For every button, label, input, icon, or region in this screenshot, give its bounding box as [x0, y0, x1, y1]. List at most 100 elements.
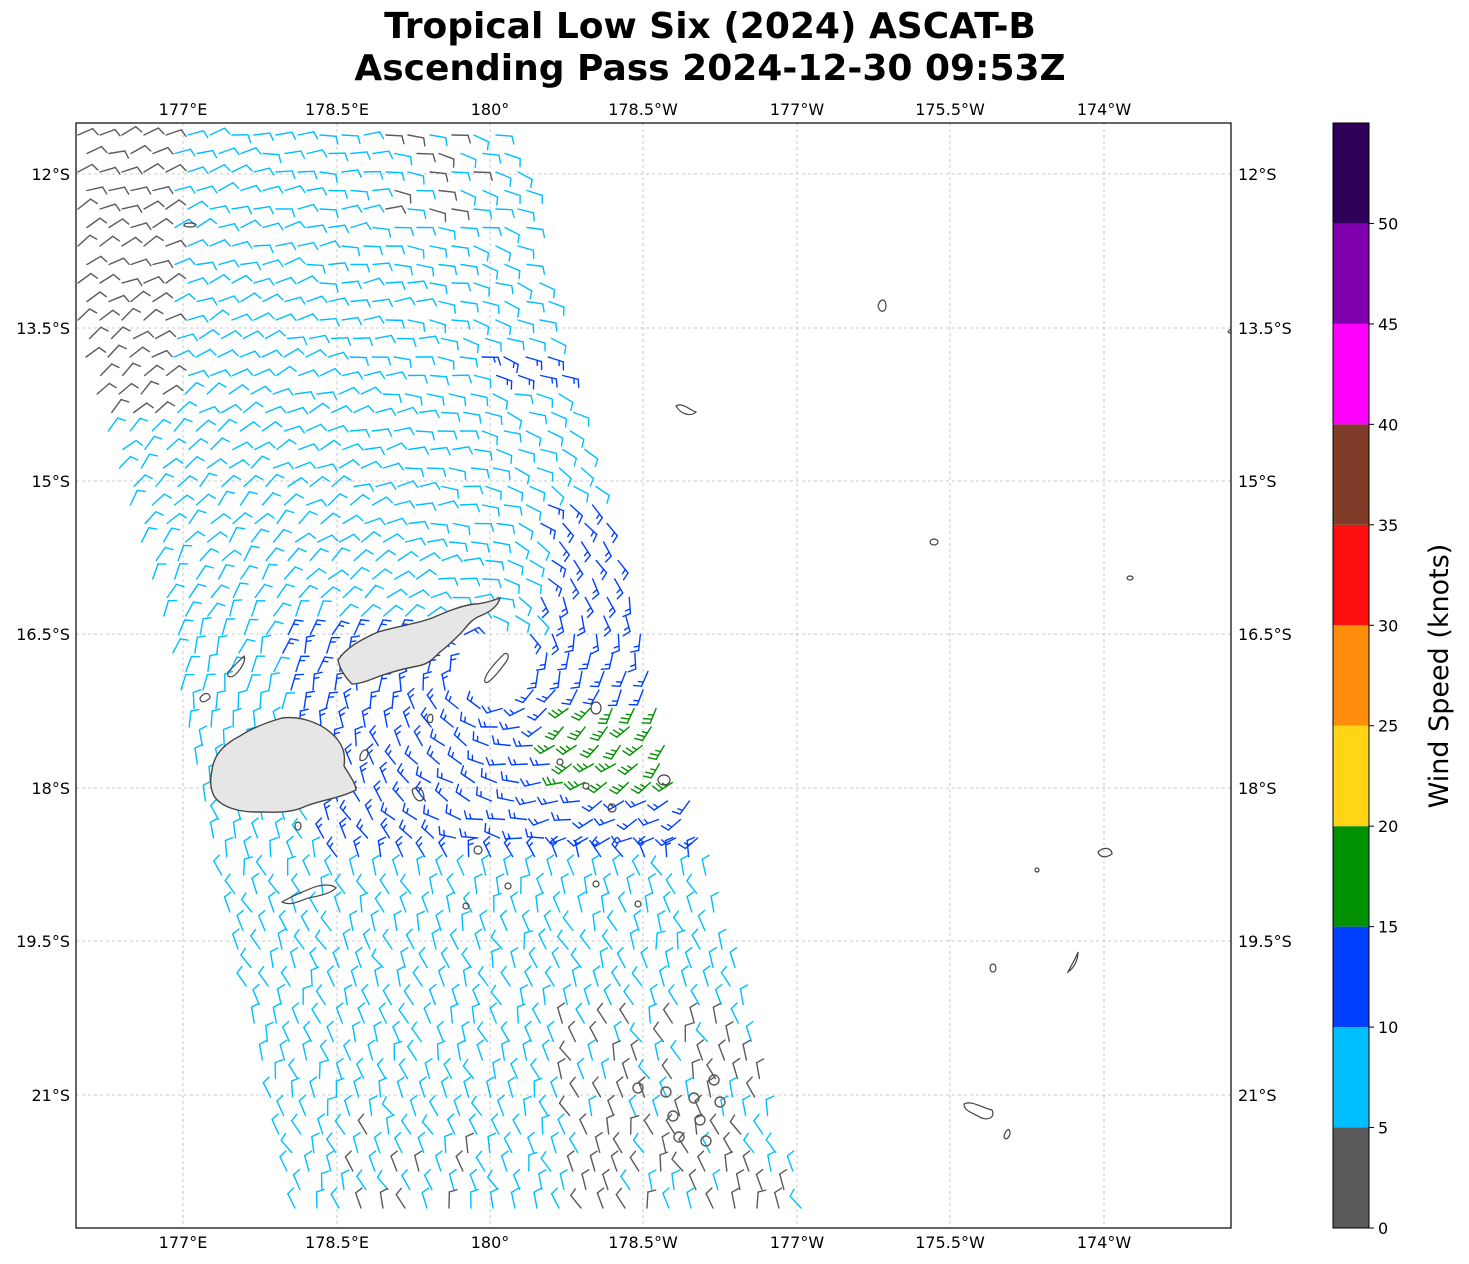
wind-barb-staff [473, 319, 490, 328]
wind-barb-staff [596, 1008, 607, 1024]
wind-barb-flag [375, 786, 381, 792]
wind-barb-staff [646, 1191, 649, 1209]
wind-barb-staff [152, 292, 168, 303]
wind-barb-flag [603, 803, 611, 811]
wind-barb-staff [680, 969, 687, 987]
wind-barb-flag [328, 691, 339, 694]
wind-barb-flag [576, 1057, 585, 1065]
wind-barb-flag [503, 836, 511, 844]
wind-barb-staff [504, 152, 521, 160]
wind-barb-flag [483, 721, 487, 728]
wind-barb-staff [580, 541, 591, 557]
wind-barb-flag [596, 513, 601, 519]
wind-barb-staff [331, 620, 342, 636]
wind-barb-flag [563, 554, 570, 563]
wind-barb-staff [375, 549, 390, 562]
wind-barb-flag [136, 166, 143, 175]
wind-barb-staff [688, 1174, 697, 1191]
wind-barb-flag [382, 823, 388, 829]
wind-barb-staff [569, 1082, 580, 1098]
wind-barb-staff [309, 952, 318, 969]
wind-barb-staff [108, 150, 126, 155]
wind-barb-flag [545, 552, 551, 561]
wind-barb-flag [544, 836, 552, 845]
wind-barb-staff [326, 842, 338, 858]
wind-barb-flag [302, 1039, 311, 1046]
wind-barb-staff [276, 583, 288, 599]
wind-barb-flag [483, 835, 491, 843]
wind-barb-staff [655, 744, 665, 761]
wind-barb-flag [399, 873, 406, 882]
wind-barb-flag [134, 125, 143, 133]
wind-barb-flag [198, 725, 208, 731]
wind-barb-staff [287, 1192, 296, 1209]
wind-barb-staff [284, 566, 296, 580]
wind-barb-staff [546, 1025, 555, 1043]
wind-barb-flag [343, 297, 350, 306]
wind-barb-flag [623, 984, 630, 993]
wind-barb-staff [290, 951, 296, 969]
wind-barb-staff [319, 208, 337, 211]
wind-barb-staff [232, 441, 248, 451]
wind-barb-flag [401, 245, 406, 255]
wind-barb-staff [302, 1043, 308, 1061]
wind-barb-flag [120, 398, 130, 403]
wind-barb-flag [285, 583, 295, 588]
wind-barb-staff [308, 334, 326, 340]
wind-barb-staff [206, 458, 222, 469]
wind-barb-staff [350, 151, 368, 155]
wind-barb-staff [393, 356, 411, 361]
wind-barb-staff [107, 344, 120, 358]
wind-barb-flag [592, 965, 601, 972]
wind-barb-flag [489, 378, 492, 388]
wind-barb-flag [613, 645, 620, 649]
wind-barb-staff [755, 1062, 761, 1080]
wind-barb-flag [148, 527, 158, 530]
wind-barb-staff [470, 541, 489, 545]
wind-barb-flag [332, 391, 338, 400]
wind-barb-staff [210, 437, 223, 451]
wind-barb-flag [353, 835, 362, 842]
wind-barb-staff [144, 435, 155, 451]
wind-barb-staff [327, 351, 345, 358]
wind-barb-flag [335, 173, 338, 183]
wind-barb-staff [250, 385, 266, 395]
wind-barb-staff [130, 290, 145, 303]
wind-barb-flag [233, 259, 240, 268]
wind-barb-flag [279, 405, 287, 414]
wind-barb-flag [569, 1076, 576, 1085]
wind-barb-staff [320, 586, 334, 599]
wind-barb-flag [616, 946, 624, 955]
wind-barb-staff [466, 698, 481, 710]
wind-barb-flag [207, 419, 216, 426]
wind-barb-flag [491, 813, 494, 820]
wind-barb-staff [282, 1026, 291, 1043]
wind-barb-flag [91, 163, 99, 171]
wind-barb-flag [501, 561, 505, 571]
wind-barb-staff [252, 710, 256, 728]
wind-barb-staff [709, 1119, 720, 1135]
wind-barb-staff [691, 934, 701, 950]
wind-barb-flag [510, 454, 513, 465]
wind-barb-flag [511, 135, 515, 145]
wind-barb-staff [447, 1118, 456, 1135]
wind-barb-flag [522, 1039, 531, 1046]
wind-barb-flag [607, 1094, 615, 1102]
wind-barb-staff [174, 185, 192, 192]
wind-barb-flag [600, 891, 610, 897]
wind-barb-staff [328, 262, 346, 266]
wind-barb-flag [464, 770, 467, 777]
wind-barb-staff [251, 600, 258, 617]
wind-barb-flag [568, 1132, 576, 1140]
wind-barb-flag [594, 1131, 603, 1138]
wind-barb-flag [473, 196, 477, 206]
wind-barb-staff [463, 557, 481, 562]
wind-barb-flag [326, 1020, 334, 1028]
wind-barb-flag [618, 784, 624, 789]
wind-barb-flag [741, 1095, 751, 1101]
wind-barb-flag [735, 1169, 745, 1175]
wind-barb-staff [472, 739, 489, 747]
wind-barb-flag [526, 475, 530, 485]
wind-barb-flag [660, 825, 670, 831]
wind-barb-flag [354, 946, 363, 954]
